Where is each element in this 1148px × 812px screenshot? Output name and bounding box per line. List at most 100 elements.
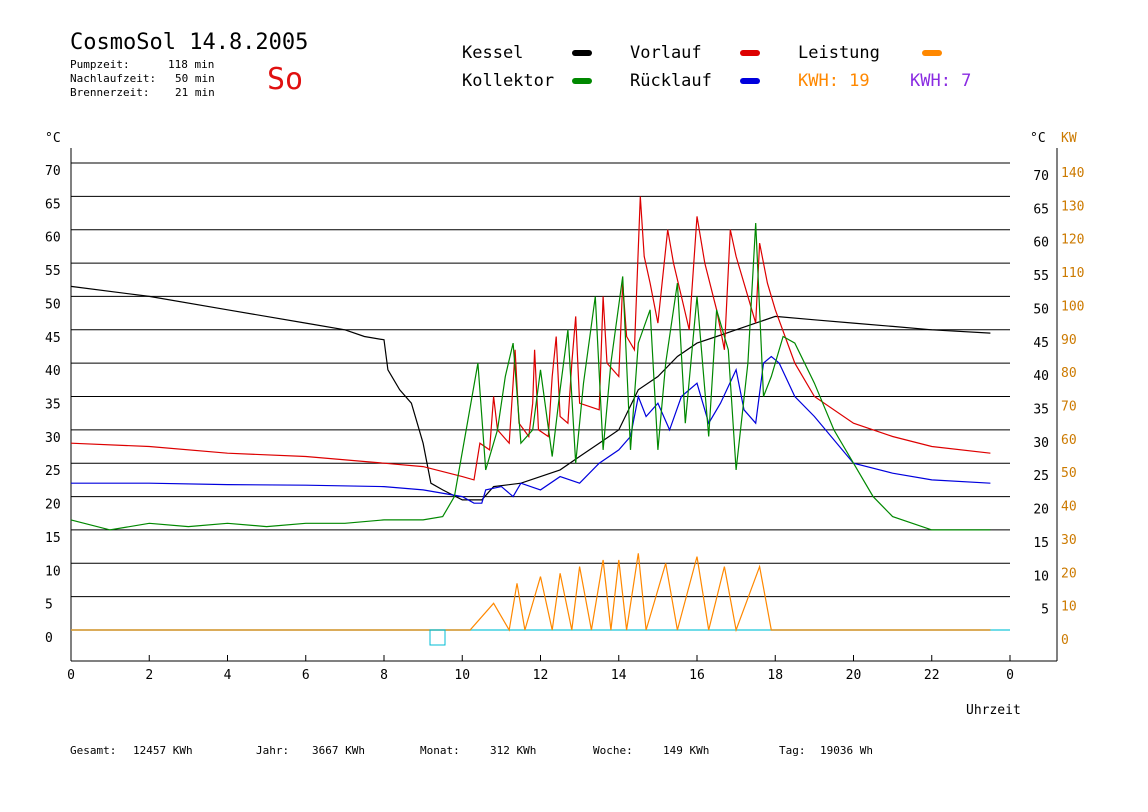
y-tick-left: 20	[45, 498, 61, 513]
page-title: CosmoSol 14.8.2005	[70, 30, 309, 55]
x-tick-label: 6	[302, 668, 310, 683]
series-line-vorlauf	[70, 196, 991, 481]
x-tick-label: 18	[767, 668, 783, 683]
y-tick-right: 65	[1033, 202, 1049, 217]
footer-gesamt-label: Gesamt:	[70, 744, 117, 757]
kw-tick: 90	[1061, 333, 1077, 348]
legend-vorlauf-swatch	[740, 50, 760, 56]
y-tick-left: 50	[45, 297, 61, 312]
stat-nachlaufzeit-label: Nachlaufzeit:	[70, 72, 157, 85]
y-tick-right: 40	[1033, 369, 1049, 384]
x-tick-label: 12	[533, 668, 549, 683]
legend-leistung-label: Leistung	[798, 43, 880, 63]
legend-kwh-purple: KWH: 7	[910, 71, 972, 91]
x-tick-label: 2	[145, 668, 153, 683]
x-tick-label: 0	[1006, 668, 1014, 683]
y-tick-left: 45	[45, 331, 61, 346]
series-line-kollektor	[70, 222, 991, 531]
y-tick-right: 20	[1033, 503, 1049, 518]
legend-kessel-swatch	[572, 50, 592, 56]
chart-grid	[71, 162, 1010, 598]
kw-tick: 40	[1061, 500, 1077, 515]
x-axis-label: Uhrzeit	[966, 703, 1021, 718]
y-axis-label-left: °C	[45, 131, 61, 146]
y-tick-right: 15	[1033, 536, 1049, 551]
y-tick-right: 30	[1033, 436, 1049, 451]
kw-tick: 50	[1061, 466, 1077, 481]
x-tick-label: 14	[611, 668, 627, 683]
kw-tick: 10	[1061, 600, 1077, 615]
series-line-kessel	[70, 285, 991, 501]
kw-tick: 110	[1061, 266, 1084, 281]
footer-jahr-label: Jahr:	[256, 744, 290, 757]
footer-gesamt-value: 12457 KWh	[133, 744, 193, 757]
legend-kollektor-swatch	[572, 78, 592, 84]
footer-tag-label: Tag:	[779, 744, 806, 757]
y-tick-right: 55	[1033, 269, 1049, 284]
y-tick-left: 10	[45, 564, 61, 579]
kw-tick: 70	[1061, 400, 1077, 415]
kw-tick: 20	[1061, 566, 1077, 581]
y-tick-left: 15	[45, 531, 61, 546]
footer-woche-value: 149 KWh	[663, 744, 710, 757]
x-tick-label: 22	[924, 668, 940, 683]
footer-monat-value: 312 KWh	[490, 744, 537, 757]
x-tick-label: 8	[380, 668, 388, 683]
y-tick-right: 5	[1041, 603, 1049, 618]
legend-leistung-swatch	[922, 50, 942, 56]
stat-brennerzeit-value: 21 min	[175, 86, 215, 99]
y-tick-left: 25	[45, 464, 61, 479]
series-line-rcklauf	[71, 355, 991, 504]
stat-brennerzeit-label: Brennerzeit:	[70, 86, 150, 99]
y-tick-right: 45	[1033, 336, 1049, 351]
kw-tick: 30	[1061, 533, 1077, 548]
kw-tick: 140	[1061, 166, 1084, 181]
kw-tick: 120	[1061, 233, 1084, 248]
x-tick-label: 10	[454, 668, 470, 683]
y-tick-left: 0	[45, 631, 53, 646]
y-tick-left: 60	[45, 231, 61, 246]
kw-tick: 100	[1061, 299, 1084, 314]
stat-pumpzeit-label: Pumpzeit:	[70, 58, 130, 71]
footer-tag-value: 19036 Wh	[820, 744, 873, 757]
kw-tick: 0	[1061, 633, 1069, 648]
x-tick-label: 16	[689, 668, 705, 683]
legend-vorlauf-label: Vorlauf	[630, 43, 702, 63]
y-axis-label-kw: KW	[1061, 131, 1077, 146]
y-tick-right: 70	[1033, 169, 1049, 184]
pump-marker	[429, 629, 446, 646]
chart-series	[70, 196, 991, 633]
footer-monat-label: Monat:	[420, 744, 460, 757]
kw-tick: 60	[1061, 433, 1077, 448]
kw-tick: 80	[1061, 366, 1077, 381]
legend-kollektor-label: Kollektor	[462, 71, 555, 91]
legend-kessel-label: Kessel	[462, 43, 524, 63]
y-tick-left: 30	[45, 431, 61, 446]
y-tick-left: 35	[45, 398, 61, 413]
y-tick-left: 70	[45, 164, 61, 179]
stat-nachlaufzeit-value: 50 min	[175, 72, 215, 85]
stat-pumpzeit-value: 118 min	[168, 58, 215, 71]
y-tick-left: 40	[45, 364, 61, 379]
y-tick-left: 65	[45, 197, 61, 212]
legend-ruecklauf-swatch	[740, 78, 760, 84]
footer-jahr-value: 3667 KWh	[312, 744, 365, 757]
y-tick-right: 25	[1033, 469, 1049, 484]
kw-tick: 130	[1061, 199, 1084, 214]
y-tick-right: 10	[1033, 569, 1049, 584]
legend-kwh-orange: KWH: 19	[798, 71, 870, 91]
y-axis-label-right: °C	[1030, 131, 1046, 146]
y-tick-right: 60	[1033, 236, 1049, 251]
x-tick-label: 20	[846, 668, 862, 683]
y-tick-right: 35	[1033, 403, 1049, 418]
y-tick-right: 50	[1033, 302, 1049, 317]
weekday-label: So	[267, 62, 304, 97]
y-tick-left: 55	[45, 264, 61, 279]
legend-ruecklauf-label: Rücklauf	[630, 71, 712, 91]
footer-woche-label: Woche:	[593, 744, 633, 757]
series-line-leistung	[71, 553, 991, 633]
y-tick-left: 5	[45, 598, 53, 613]
x-tick-label: 4	[224, 668, 232, 683]
